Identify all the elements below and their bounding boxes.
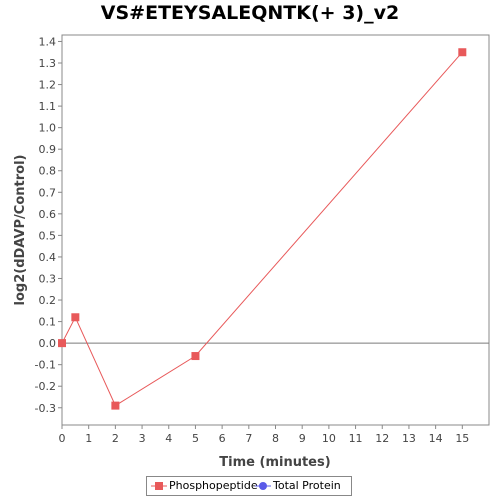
x-tick-label: 6 <box>219 432 226 445</box>
y-tick-label: 1.2 <box>39 79 57 92</box>
data-point <box>111 401 120 410</box>
x-tick-label: 0 <box>59 432 66 445</box>
x-tick-label: 4 <box>165 432 172 445</box>
y-tick-label: -0.1 <box>35 359 56 372</box>
data-point <box>191 352 200 361</box>
chart-title: VS#ETEYSALEQNTK(+ 3)_v2 <box>100 2 400 24</box>
x-tick-label: 3 <box>139 432 146 445</box>
x-tick-label: 11 <box>349 432 363 445</box>
data-point <box>58 339 66 348</box>
y-tick-label: 1.4 <box>39 35 57 48</box>
x-tick-label: 10 <box>322 432 336 445</box>
x-tick-label: 5 <box>192 432 199 445</box>
legend-label-phosphopeptide: Phosphopeptide <box>169 479 258 492</box>
x-tick-label: 8 <box>272 432 279 445</box>
x-tick-label: 14 <box>429 432 443 445</box>
y-tick-label: 0.1 <box>39 316 57 329</box>
y-tick-label: 0.5 <box>39 229 57 242</box>
y-tick-label: 1.3 <box>39 57 57 70</box>
y-tick-label: 0.3 <box>39 272 57 285</box>
y-tick-label: -0.2 <box>35 380 56 393</box>
y-tick-label: 0.9 <box>39 143 57 156</box>
y-tick-label: 0.7 <box>39 186 57 199</box>
x-tick-label: 12 <box>375 432 389 445</box>
x-tick-label: 7 <box>245 432 252 445</box>
y-tick-label: -0.3 <box>35 402 56 415</box>
x-tick-label: 9 <box>299 432 306 445</box>
x-tick-label: 15 <box>455 432 469 445</box>
y-tick-label: 0.4 <box>39 251 57 264</box>
y-axis-label: log2(dDAVP/Control) <box>13 155 28 306</box>
x-tick-label: 13 <box>402 432 416 445</box>
data-point <box>71 313 80 322</box>
square-marker-icon <box>151 482 167 490</box>
y-tick-label: 0.8 <box>39 165 57 178</box>
legend-label-total-protein: Total Protein <box>273 479 341 492</box>
y-tick-label: 0.0 <box>39 337 57 350</box>
x-axis-label: Time (minutes) <box>219 455 330 470</box>
x-tick-label: 1 <box>85 432 92 445</box>
y-tick-label: 1.1 <box>39 100 57 113</box>
circle-marker-icon <box>255 482 271 490</box>
y-tick-label: 0.6 <box>39 208 57 221</box>
data-point <box>458 48 467 57</box>
legend: Phosphopeptide Total Protein <box>146 476 352 496</box>
x-tick-label: 2 <box>112 432 119 445</box>
y-tick-label: 1.0 <box>39 122 57 135</box>
plot-area <box>61 34 490 426</box>
y-tick-label: 0.2 <box>39 294 57 307</box>
